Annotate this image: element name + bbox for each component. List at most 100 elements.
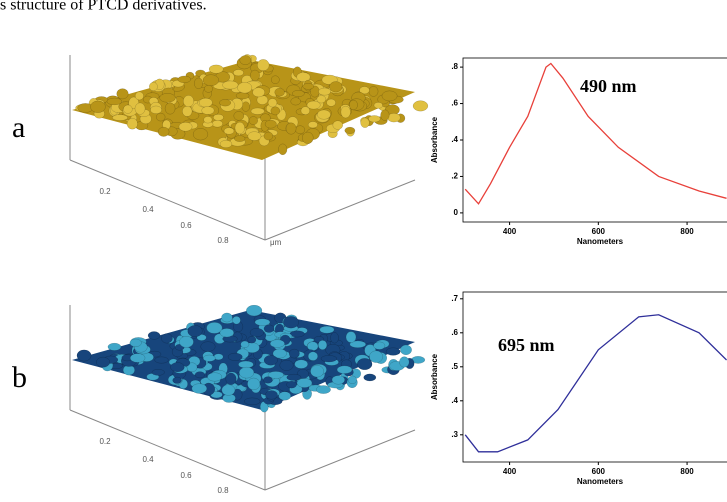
- afm-grain: [209, 65, 223, 73]
- afm-grain: [295, 126, 304, 134]
- y-axis-label: Absorbance: [430, 353, 439, 400]
- afm-grain: [222, 385, 235, 396]
- afm-grain: [368, 115, 380, 122]
- afm-grain: [203, 355, 215, 361]
- panel-label: b: [12, 361, 27, 394]
- afm-grain: [257, 59, 269, 70]
- afm-grain: [317, 110, 330, 119]
- afm-grain: [337, 366, 352, 374]
- afm-grain: [161, 334, 172, 344]
- afm-grain: [265, 120, 276, 128]
- afm-grain: [413, 101, 428, 111]
- afm-unit: μm: [270, 238, 282, 247]
- afm-grain: [199, 98, 212, 107]
- afm-grain: [221, 313, 232, 322]
- afm-grain: [170, 362, 184, 371]
- afm-grain: [302, 132, 313, 144]
- afm-grain: [235, 122, 245, 134]
- afm-tick-label: 0.8: [217, 236, 229, 245]
- afm-grain: [361, 118, 370, 128]
- afm-grain: [155, 357, 169, 363]
- afm-grain: [400, 345, 411, 355]
- afm-grain: [204, 116, 213, 123]
- afm-axis: [265, 430, 415, 490]
- afm-grain: [246, 305, 262, 316]
- afm-grain: [341, 106, 351, 118]
- y-tick-label: .6: [451, 99, 458, 108]
- afm-grain: [179, 336, 193, 347]
- afm-grain: [292, 90, 304, 96]
- afm-grain: [331, 332, 339, 343]
- afm-grain: [345, 127, 355, 134]
- afm-grain: [310, 365, 323, 377]
- afm-grain: [247, 378, 260, 390]
- afm-grain: [226, 373, 236, 385]
- x-tick-label: 400: [503, 467, 517, 476]
- afm-axis: [265, 180, 415, 240]
- afm-grain: [348, 376, 357, 384]
- afm-grain: [286, 123, 296, 134]
- afm-grain: [320, 326, 334, 333]
- figure: s structure of PTCD derivatives. a b 0.2…: [0, 0, 727, 502]
- afm-grain: [308, 352, 318, 361]
- afm-grain: [333, 121, 343, 130]
- afm-grain: [318, 340, 327, 350]
- afm-tick-label: 0.4: [142, 455, 154, 464]
- afm-grain: [228, 353, 242, 361]
- afm-grain: [234, 136, 245, 142]
- afm-grain: [271, 76, 279, 84]
- afm-grain: [308, 122, 318, 128]
- afm-grain: [204, 85, 212, 92]
- afm-grain: [381, 110, 390, 121]
- afm-tick-label: 0.6: [180, 471, 192, 480]
- y-tick-label: .5: [451, 362, 458, 371]
- afm-tick-label: 0.8: [217, 486, 229, 495]
- afm-axis: [70, 160, 265, 240]
- y-tick-label: .7: [451, 294, 458, 303]
- afm-grain: [130, 339, 142, 347]
- afm-grain: [386, 348, 400, 356]
- afm-grain: [374, 342, 385, 350]
- x-tick-label: 600: [592, 467, 606, 476]
- afm-grain: [130, 354, 145, 363]
- x-tick-label: 800: [680, 467, 694, 476]
- afm-grain: [236, 92, 249, 99]
- afm-grain: [268, 98, 277, 107]
- afm-grain: [135, 103, 145, 115]
- afm-grain: [244, 398, 260, 405]
- afm-grain: [135, 92, 143, 100]
- afm-grain: [279, 392, 291, 401]
- afm-tick-label: 0.4: [142, 205, 154, 214]
- afm-grain: [270, 340, 284, 348]
- afm-tick-label: 0.2: [99, 437, 111, 446]
- afm-grain: [232, 316, 240, 324]
- afm-grain: [77, 350, 91, 361]
- afm-grain: [349, 100, 357, 110]
- afm-grain: [332, 375, 345, 384]
- afm-grain: [271, 107, 280, 115]
- afm-grain: [203, 75, 219, 86]
- y-axis-label: Absorbance: [430, 116, 439, 163]
- afm-grain: [253, 88, 265, 97]
- afm-grain: [165, 103, 175, 114]
- afm-grain: [249, 117, 258, 125]
- afm-grain: [303, 83, 314, 89]
- y-tick-label: .6: [451, 328, 458, 337]
- peak-annotation: 695 nm: [498, 335, 555, 355]
- afm-grain: [158, 127, 169, 136]
- afm-grain: [220, 140, 232, 147]
- afm-grain: [160, 93, 176, 102]
- afm-grain: [195, 372, 205, 378]
- afm-grain: [357, 358, 372, 369]
- afm-grain: [287, 381, 297, 388]
- afm-grain: [316, 386, 330, 394]
- afm-grain: [264, 325, 274, 333]
- afm-grain: [291, 98, 301, 105]
- x-tick-label: 800: [680, 227, 694, 236]
- afm-grain: [233, 70, 243, 76]
- afm-grain: [327, 99, 336, 106]
- y-tick-label: .4: [451, 396, 458, 405]
- afm-grain: [212, 120, 223, 127]
- peak-annotation: 490 nm: [580, 76, 637, 96]
- afm-grain: [152, 369, 165, 375]
